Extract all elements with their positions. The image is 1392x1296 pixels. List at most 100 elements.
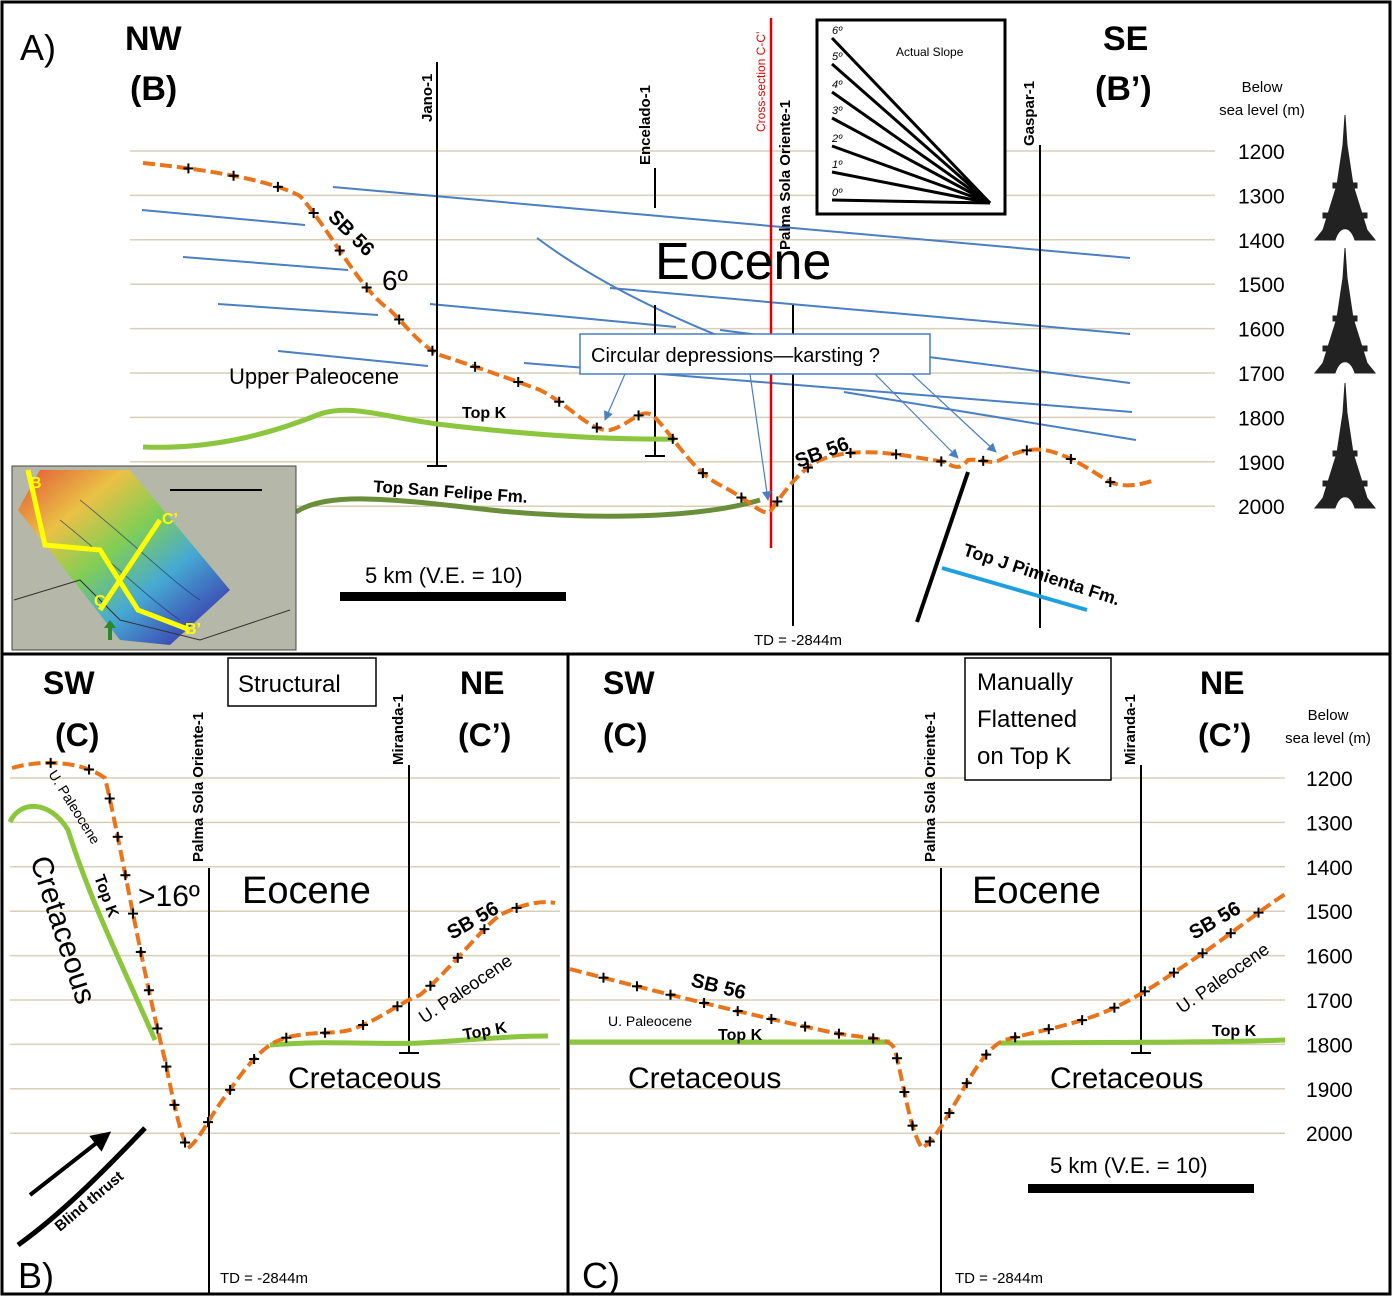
depth-tick-label: 1400 bbox=[1238, 230, 1285, 253]
thrust-arrow-icon bbox=[28, 1131, 112, 1197]
depth-tick-label: 2000 bbox=[1238, 496, 1285, 519]
cretaceous-label-c-right: Cretaceous bbox=[1050, 1062, 1203, 1095]
depth-tick-label: 1600 bbox=[1238, 319, 1285, 342]
fault-a bbox=[915, 471, 970, 623]
karsting-callout-text: Circular depressions—karsting ? bbox=[591, 345, 880, 367]
sb56-label-a-right: SB 56 bbox=[792, 433, 852, 473]
scale-label-c: 5 km (V.E. = 10) bbox=[1050, 1153, 1208, 1178]
slope-line bbox=[831, 144, 991, 205]
map-label-c-prime: C’ bbox=[162, 511, 178, 528]
depth-tick-label: 1900 bbox=[1238, 452, 1285, 475]
nw-label: NW bbox=[125, 20, 183, 58]
depth-tick-label: 1900 bbox=[1306, 1079, 1353, 1102]
depth-header-c-1: Below bbox=[1308, 707, 1349, 724]
depth-tick-label: 1500 bbox=[1238, 274, 1285, 297]
depth-tick-label: 1700 bbox=[1306, 990, 1353, 1013]
slope-line bbox=[831, 116, 991, 205]
panel-c-label: C) bbox=[582, 1255, 620, 1296]
sb56-label-a-left: SB 56 bbox=[323, 206, 378, 261]
blind-thrust-label: Blind thrust bbox=[52, 1168, 127, 1235]
depth-tick-label: 2000 bbox=[1306, 1123, 1353, 1146]
depth-axis-a: 1200 1300 1400 1500 1600 1700 1800 1900 2000 bbox=[1238, 141, 1285, 519]
u-paleocene-label-c-right: U. Paleocene bbox=[1173, 939, 1273, 1017]
cretaceous-label-b-left: Cretaceous bbox=[23, 852, 102, 1008]
eiffel-tower-icon bbox=[1313, 114, 1377, 241]
u-paleocene-label-b-left: U. Paleocene bbox=[45, 767, 103, 847]
well-label-palma-sola-oriente-1: Palma Sola Oriente-1 bbox=[777, 100, 794, 250]
location-map-inset: B C’ C B’ bbox=[11, 465, 297, 651]
eocene-label-a: Eocene bbox=[655, 233, 831, 291]
upper-paleocene-label-a: Upper Paleocene bbox=[229, 364, 399, 389]
sw-label-b: SW bbox=[43, 665, 95, 701]
slope-tick-label: 3º bbox=[832, 105, 843, 117]
top-k-label-b-left: Top K bbox=[90, 873, 121, 921]
eocene-reflectors bbox=[141, 186, 1137, 441]
depth-header-c-2: sea level (m) bbox=[1285, 730, 1371, 747]
eiffel-tower-icons bbox=[1313, 114, 1377, 509]
slope-line bbox=[831, 170, 991, 205]
map-label-b-prime: B’ bbox=[185, 621, 201, 638]
depth-tick-label: 1300 bbox=[1238, 185, 1285, 208]
cretaceous-label-c-left: Cretaceous bbox=[628, 1062, 781, 1095]
sw-sub-label-b: (C) bbox=[55, 717, 99, 753]
slope-tick-label: 2º bbox=[831, 133, 843, 145]
panel-b: B) SW (C) NE (C’) Structural Palma Sola … bbox=[7, 657, 560, 1296]
top-k-label-c-left: Top K bbox=[718, 1027, 763, 1044]
map-label-b: B bbox=[30, 475, 42, 492]
top-k-horizon-b bbox=[7, 804, 549, 1048]
sb56-label-b: SB 56 bbox=[444, 897, 503, 944]
eocene-label-b: Eocene bbox=[242, 870, 371, 912]
map-label-c: C bbox=[94, 593, 106, 610]
panel-b-label: B) bbox=[18, 1255, 54, 1296]
slope-line bbox=[831, 90, 991, 205]
well-label-miranda-1-b: Miranda-1 bbox=[390, 694, 407, 765]
karsting-callout-box bbox=[579, 333, 931, 375]
sw-sub-label-c: (C) bbox=[603, 717, 647, 753]
well-label-miranda-1-c: Miranda-1 bbox=[1122, 694, 1139, 765]
angle-label-a: 6º bbox=[382, 265, 408, 296]
well-label-palma-sola-oriente-1-b: Palma Sola Oriente-1 bbox=[190, 712, 207, 862]
eocene-label-c: Eocene bbox=[972, 870, 1101, 912]
depth-tick-label: 1500 bbox=[1306, 901, 1353, 924]
sb56-tick-marks-b bbox=[45, 757, 522, 1148]
depth-tick-label: 1800 bbox=[1306, 1034, 1353, 1057]
slope-tick-label: 4º bbox=[832, 79, 843, 91]
panel-c-border bbox=[566, 652, 1392, 1296]
sb56-tick-marks-a bbox=[183, 163, 1116, 507]
depth-tick-label: 1200 bbox=[1306, 768, 1353, 791]
well-label-gaspar-1: Gaspar-1 bbox=[1021, 81, 1038, 146]
structural-mode-label: Structural bbox=[238, 671, 341, 698]
td-label-a: TD = -2844m bbox=[754, 632, 842, 649]
top-k-label-a: Top K bbox=[462, 405, 507, 422]
top-san-felipe-horizon bbox=[294, 496, 761, 519]
slope-tick-label: 1º bbox=[832, 159, 843, 171]
well-label-encelado-1: Encelado-1 bbox=[637, 85, 654, 165]
slope-fan-lines: 6º 5º 4º 3º 2º 1º 0º bbox=[830, 25, 992, 205]
top-k-horizon-a bbox=[142, 407, 676, 450]
sw-label-c: SW bbox=[603, 665, 655, 701]
td-label-c: TD = -2844m bbox=[955, 1270, 1043, 1287]
slope-line bbox=[831, 62, 991, 205]
se-label: SE bbox=[1103, 20, 1148, 58]
ne-label-c: NE bbox=[1200, 665, 1244, 701]
ne-label-b: NE bbox=[460, 665, 504, 701]
depth-header-a-1: Below bbox=[1242, 79, 1283, 96]
structural-mode-box bbox=[227, 657, 377, 707]
cretaceous-label-b: Cretaceous bbox=[288, 1062, 441, 1095]
ne-sub-label-b: (C’) bbox=[458, 717, 511, 753]
eiffel-tower-icon bbox=[1313, 247, 1377, 374]
depth-tick-label: 1200 bbox=[1238, 141, 1285, 164]
callout-arrows bbox=[604, 373, 997, 501]
se-sub-label: (B’) bbox=[1095, 70, 1152, 108]
slope-line bbox=[830, 36, 992, 205]
u-paleocene-label-c-left: U. Paleocene bbox=[608, 1013, 692, 1029]
well-label-palma-sola-oriente-1-c: Palma Sola Oriente-1 bbox=[922, 712, 939, 862]
sb56-label-c-right: SB 56 bbox=[1186, 897, 1245, 944]
ne-sub-label-c: (C’) bbox=[1198, 717, 1251, 753]
slope-line bbox=[831, 198, 991, 205]
sb56-label-c-left: SB 56 bbox=[689, 970, 748, 1005]
cross-section-label: Cross-section C-C’ bbox=[754, 31, 768, 132]
scale-label-a: 5 km (V.E. = 10) bbox=[365, 563, 523, 588]
top-k-label-b-right: Top K bbox=[462, 1019, 509, 1043]
